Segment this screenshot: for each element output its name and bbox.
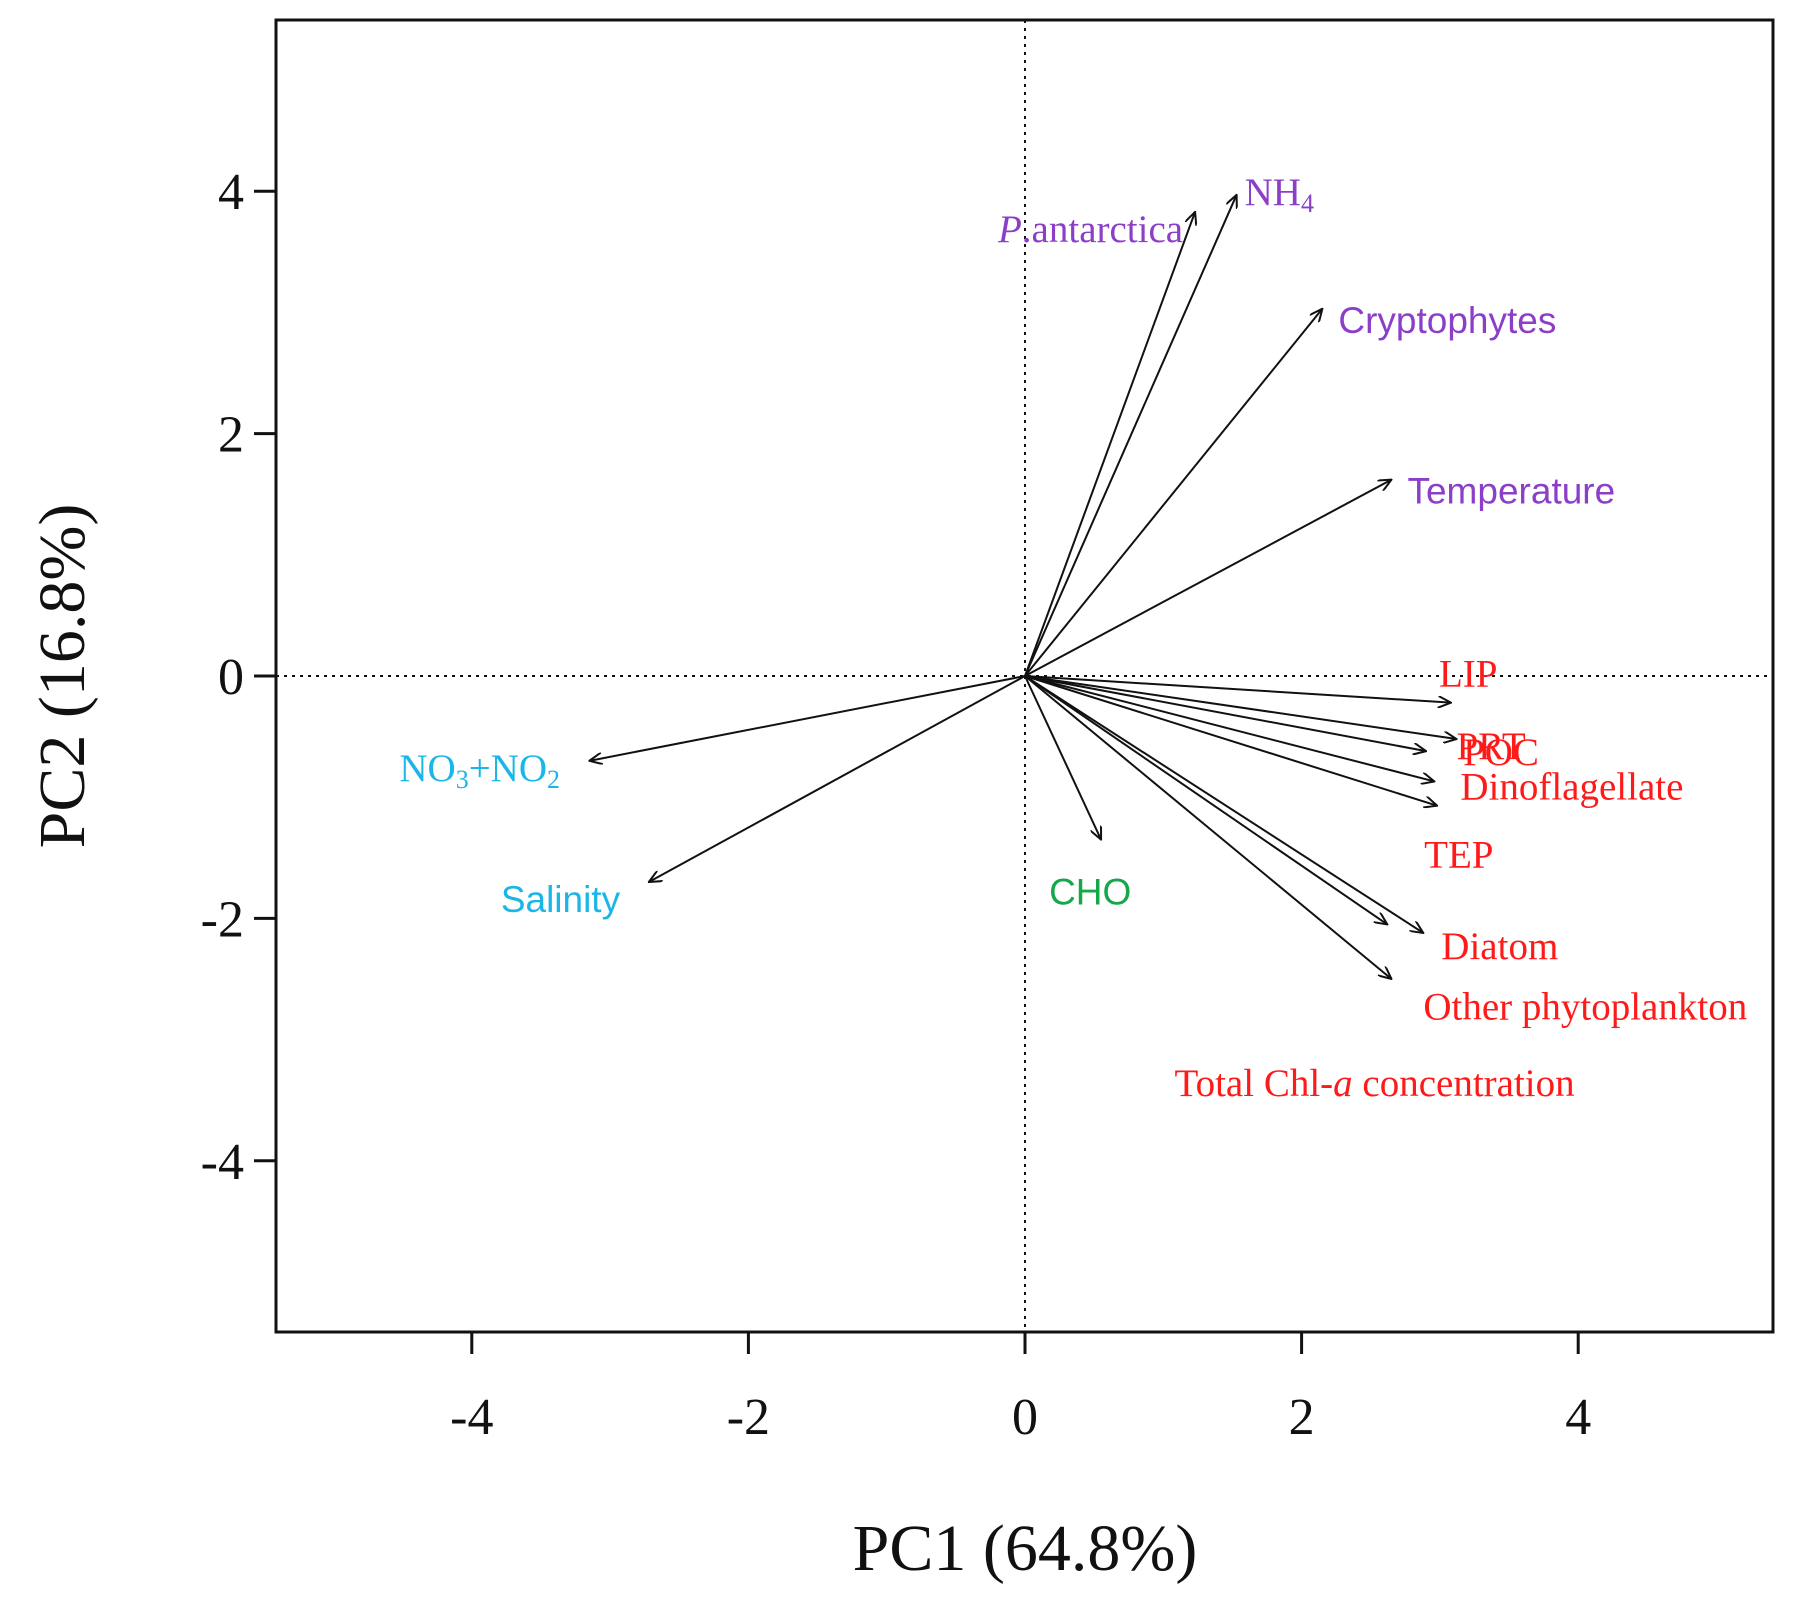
arrow-prt bbox=[1024, 675, 1456, 739]
arrow-salinity bbox=[649, 675, 1026, 882]
x-tick-label: 4 bbox=[1565, 1389, 1591, 1446]
y-axis-title: PC2 (16.8%) bbox=[26, 504, 99, 849]
arrow-tep bbox=[1024, 675, 1437, 806]
label-other-phytoplankton: Other phytoplankton bbox=[1423, 985, 1747, 1028]
arrow-dinoflagellate bbox=[1024, 675, 1434, 781]
y-tick-label: 0 bbox=[218, 649, 244, 706]
y-tick-label: -2 bbox=[201, 891, 244, 948]
label-tep: TEP bbox=[1424, 834, 1493, 877]
x-tick-label: 2 bbox=[1289, 1389, 1315, 1446]
arrow-cryptophytes bbox=[1024, 309, 1322, 677]
arrow-temperature bbox=[1024, 480, 1391, 677]
label-salinity: Salinity bbox=[501, 879, 621, 920]
arrow-no3-no2 bbox=[589, 675, 1026, 761]
loading-vectors bbox=[589, 195, 1456, 979]
label-nh4: NH4 bbox=[1245, 171, 1314, 218]
label-cryptophytes: Cryptophytes bbox=[1338, 300, 1556, 341]
arrow-lip bbox=[1024, 675, 1451, 703]
arrow-nh4 bbox=[1024, 195, 1237, 677]
x-tick-label: -2 bbox=[727, 1389, 770, 1446]
arrow-p-antarctica bbox=[1024, 212, 1195, 677]
arrow-cho bbox=[1024, 675, 1101, 840]
arrow-total-chl-a-concentration bbox=[1024, 675, 1391, 979]
label-no3-no2: NO3+NO2 bbox=[399, 747, 560, 794]
y-tick-label: 2 bbox=[218, 407, 244, 464]
arrow-diatom bbox=[1024, 675, 1423, 933]
x-tick-label: -4 bbox=[450, 1389, 493, 1446]
x-axis: -4 -2 0 2 4 bbox=[450, 1332, 1591, 1446]
label-diatom: Diatom bbox=[1441, 925, 1558, 968]
x-axis-title: PC1 (64.8%) bbox=[853, 1512, 1198, 1585]
label-prt: PRT bbox=[1456, 725, 1525, 768]
label-dinoflagellate: Dinoflagellate bbox=[1460, 765, 1683, 808]
y-axis: -4 -2 0 2 4 bbox=[201, 164, 276, 1191]
label-cho: CHO bbox=[1049, 872, 1131, 913]
label-temperature: Temperature bbox=[1407, 471, 1615, 512]
y-tick-label: 4 bbox=[218, 164, 244, 221]
arrow-other-phytoplankton bbox=[1024, 675, 1387, 924]
vector-labels: P.antarctica NH4 Cryptophytes Temperature LI… bbox=[399, 171, 1747, 1105]
y-tick-label: -4 bbox=[201, 1134, 244, 1191]
label-poc: POC bbox=[1463, 731, 1539, 774]
label-lip: LIP bbox=[1439, 653, 1498, 696]
arrow-poc bbox=[1024, 675, 1426, 751]
label-total-chl-a-concentration: Total Chl-a concentration bbox=[1174, 1062, 1574, 1105]
x-tick-label: 0 bbox=[1012, 1389, 1038, 1446]
label-p-antarctica: P.antarctica bbox=[997, 208, 1183, 251]
